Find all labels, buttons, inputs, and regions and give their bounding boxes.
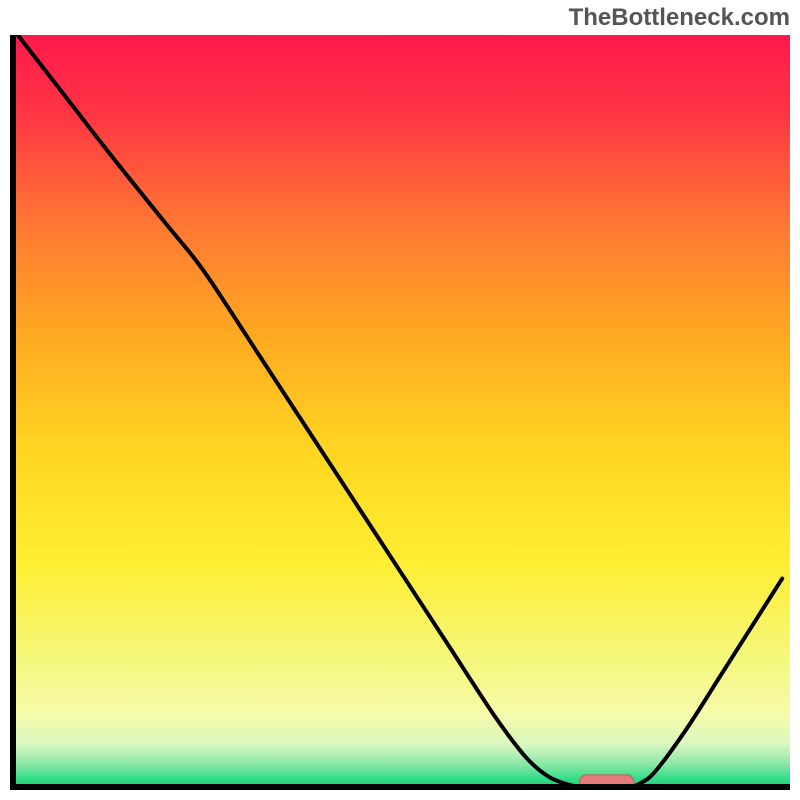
axis-border-bottom <box>10 784 790 790</box>
axis-border-left <box>10 35 16 790</box>
plot-area <box>10 35 790 790</box>
watermark-text: TheBottleneck.com <box>569 4 790 32</box>
curve-overlay <box>10 35 790 790</box>
bottleneck-curve <box>18 35 782 787</box>
